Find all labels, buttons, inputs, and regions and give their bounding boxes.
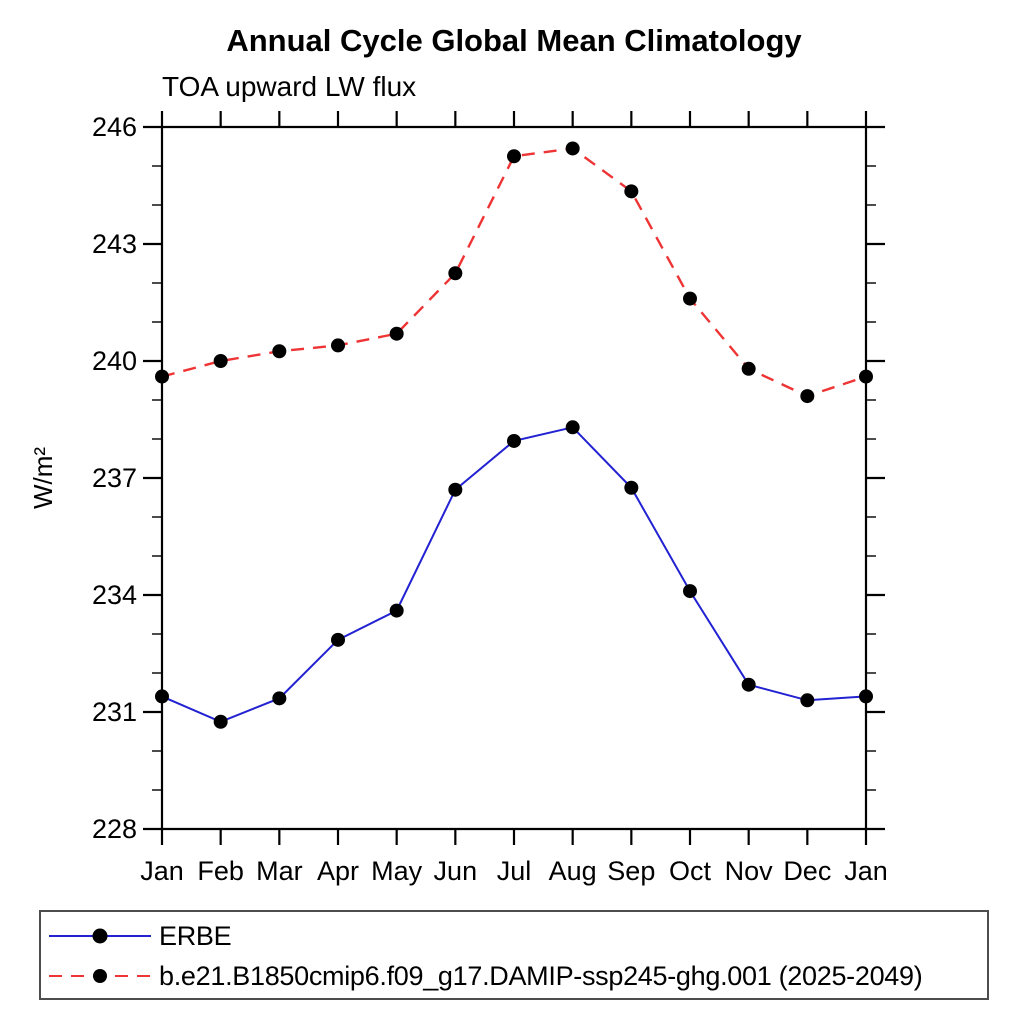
y-axis-title: W/m² bbox=[28, 447, 58, 509]
data-point-marker bbox=[507, 149, 521, 164]
x-tick-label: Mar bbox=[256, 856, 303, 886]
x-tick-label: Jul bbox=[497, 856, 532, 886]
data-point-marker bbox=[155, 689, 169, 704]
x-tick-label: Nov bbox=[725, 856, 774, 886]
series-line-1 bbox=[161, 147, 867, 398]
legend-swatch-dashed-line bbox=[49, 969, 151, 983]
legend-marker-dot-icon bbox=[92, 928, 108, 944]
legend-label-erbe: ERBE bbox=[159, 920, 232, 951]
data-point-marker bbox=[683, 584, 697, 599]
chart-title: Annual Cycle Global Mean Climatology bbox=[226, 23, 802, 58]
x-tick-label: Feb bbox=[197, 856, 244, 886]
data-point-marker bbox=[507, 433, 521, 448]
legend-swatch-solid-line bbox=[49, 928, 151, 944]
data-point-marker bbox=[624, 184, 639, 199]
legend-item-model: b.e21.B1850cmip6.f09_g17.DAMIP-ssp245-gh… bbox=[47, 956, 923, 996]
y-tick-label: 246 bbox=[92, 112, 137, 142]
chart-canvas: Annual Cycle Global Mean Climatology TOA… bbox=[28, 23, 888, 886]
plot-area: 228 231 234 237 240 243 246 Jan Feb Mar Apr May Jun J… bbox=[92, 111, 888, 886]
y-tick-label: 228 bbox=[92, 814, 137, 844]
data-point-marker bbox=[213, 354, 228, 368]
data-point-marker bbox=[389, 603, 404, 618]
data-point-marker bbox=[683, 291, 697, 306]
data-point-marker bbox=[389, 326, 404, 341]
data-point-marker bbox=[741, 361, 756, 376]
data-point-marker bbox=[331, 632, 345, 647]
data-point-marker bbox=[448, 266, 463, 281]
series-line-0 bbox=[161, 426, 867, 723]
y-tick-label: 234 bbox=[92, 580, 137, 610]
data-point-marker bbox=[565, 420, 580, 435]
y-tick-label: 237 bbox=[92, 463, 137, 493]
x-tick-label: Apr bbox=[317, 856, 359, 886]
x-tick-label: May bbox=[371, 856, 423, 886]
data-point-marker bbox=[800, 693, 815, 708]
data-point-marker bbox=[213, 714, 228, 729]
data-point-marker bbox=[800, 389, 815, 404]
data-point-marker bbox=[331, 338, 345, 353]
data-point-marker bbox=[272, 691, 287, 706]
x-tick-label: Jan bbox=[140, 856, 184, 886]
x-tick-label: Oct bbox=[669, 856, 712, 886]
y-tick-label: 240 bbox=[92, 346, 137, 376]
x-tick-label: Aug bbox=[549, 856, 597, 886]
x-tick-label: Jun bbox=[434, 856, 478, 886]
legend-marker-dot-icon bbox=[93, 969, 107, 983]
data-point-marker bbox=[565, 141, 580, 156]
data-point-marker bbox=[624, 480, 639, 495]
data-point-marker bbox=[155, 369, 169, 384]
x-tick-label: Jan bbox=[844, 856, 888, 886]
legend: ERBE b.e21.B1850cmip6.f09_g17.DAMIP-ssp2… bbox=[39, 910, 989, 1000]
data-point-marker bbox=[741, 677, 756, 692]
y-tick-label: 243 bbox=[92, 229, 137, 259]
data-point-marker bbox=[859, 689, 873, 704]
x-tick-label: Sep bbox=[607, 856, 655, 886]
chart-subtitle: TOA upward LW flux bbox=[162, 71, 416, 102]
legend-item-erbe: ERBE bbox=[47, 916, 232, 956]
data-point-marker bbox=[272, 344, 287, 359]
legend-label-model: b.e21.B1850cmip6.f09_g17.DAMIP-ssp245-gh… bbox=[159, 960, 923, 991]
x-tick-label: Dec bbox=[783, 856, 831, 886]
data-point-marker bbox=[448, 482, 463, 497]
data-point-marker bbox=[859, 369, 873, 384]
y-tick-label: 231 bbox=[92, 697, 137, 727]
